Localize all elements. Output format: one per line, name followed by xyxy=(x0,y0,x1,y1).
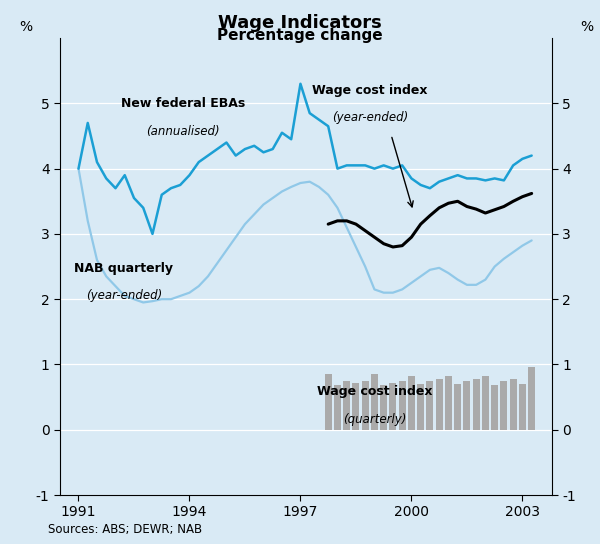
Bar xyxy=(473,379,479,430)
Text: Wage cost index: Wage cost index xyxy=(312,84,428,97)
Bar xyxy=(519,384,526,430)
Text: (year-ended): (year-ended) xyxy=(86,289,162,302)
Bar xyxy=(500,381,508,430)
Bar xyxy=(371,374,378,430)
Bar xyxy=(436,379,443,430)
Bar xyxy=(463,381,470,430)
Text: (annualised): (annualised) xyxy=(146,125,220,138)
Bar xyxy=(454,384,461,430)
Bar xyxy=(482,376,489,430)
Bar xyxy=(325,374,332,430)
Bar xyxy=(343,381,350,430)
Bar xyxy=(380,385,387,430)
Bar xyxy=(427,381,433,430)
Bar xyxy=(352,383,359,430)
Bar xyxy=(509,379,517,430)
Text: (quarterly): (quarterly) xyxy=(343,413,407,426)
Bar xyxy=(389,383,397,430)
Bar xyxy=(445,375,452,430)
Text: Wage Indicators: Wage Indicators xyxy=(218,14,382,32)
Text: (year-ended): (year-ended) xyxy=(332,111,408,124)
Bar xyxy=(491,385,498,430)
Text: %: % xyxy=(580,20,593,34)
Bar xyxy=(398,381,406,430)
Text: NAB quarterly: NAB quarterly xyxy=(74,262,173,275)
Bar xyxy=(417,384,424,430)
Text: Percentage change: Percentage change xyxy=(217,28,383,44)
Bar xyxy=(334,385,341,430)
Bar xyxy=(362,381,369,430)
Bar xyxy=(408,376,415,430)
Text: New federal EBAs: New federal EBAs xyxy=(121,97,245,110)
Text: Wage cost index: Wage cost index xyxy=(317,385,433,398)
Text: Sources: ABS; DEWR; NAB: Sources: ABS; DEWR; NAB xyxy=(48,523,202,536)
Text: %: % xyxy=(19,20,32,34)
Bar xyxy=(528,367,535,430)
